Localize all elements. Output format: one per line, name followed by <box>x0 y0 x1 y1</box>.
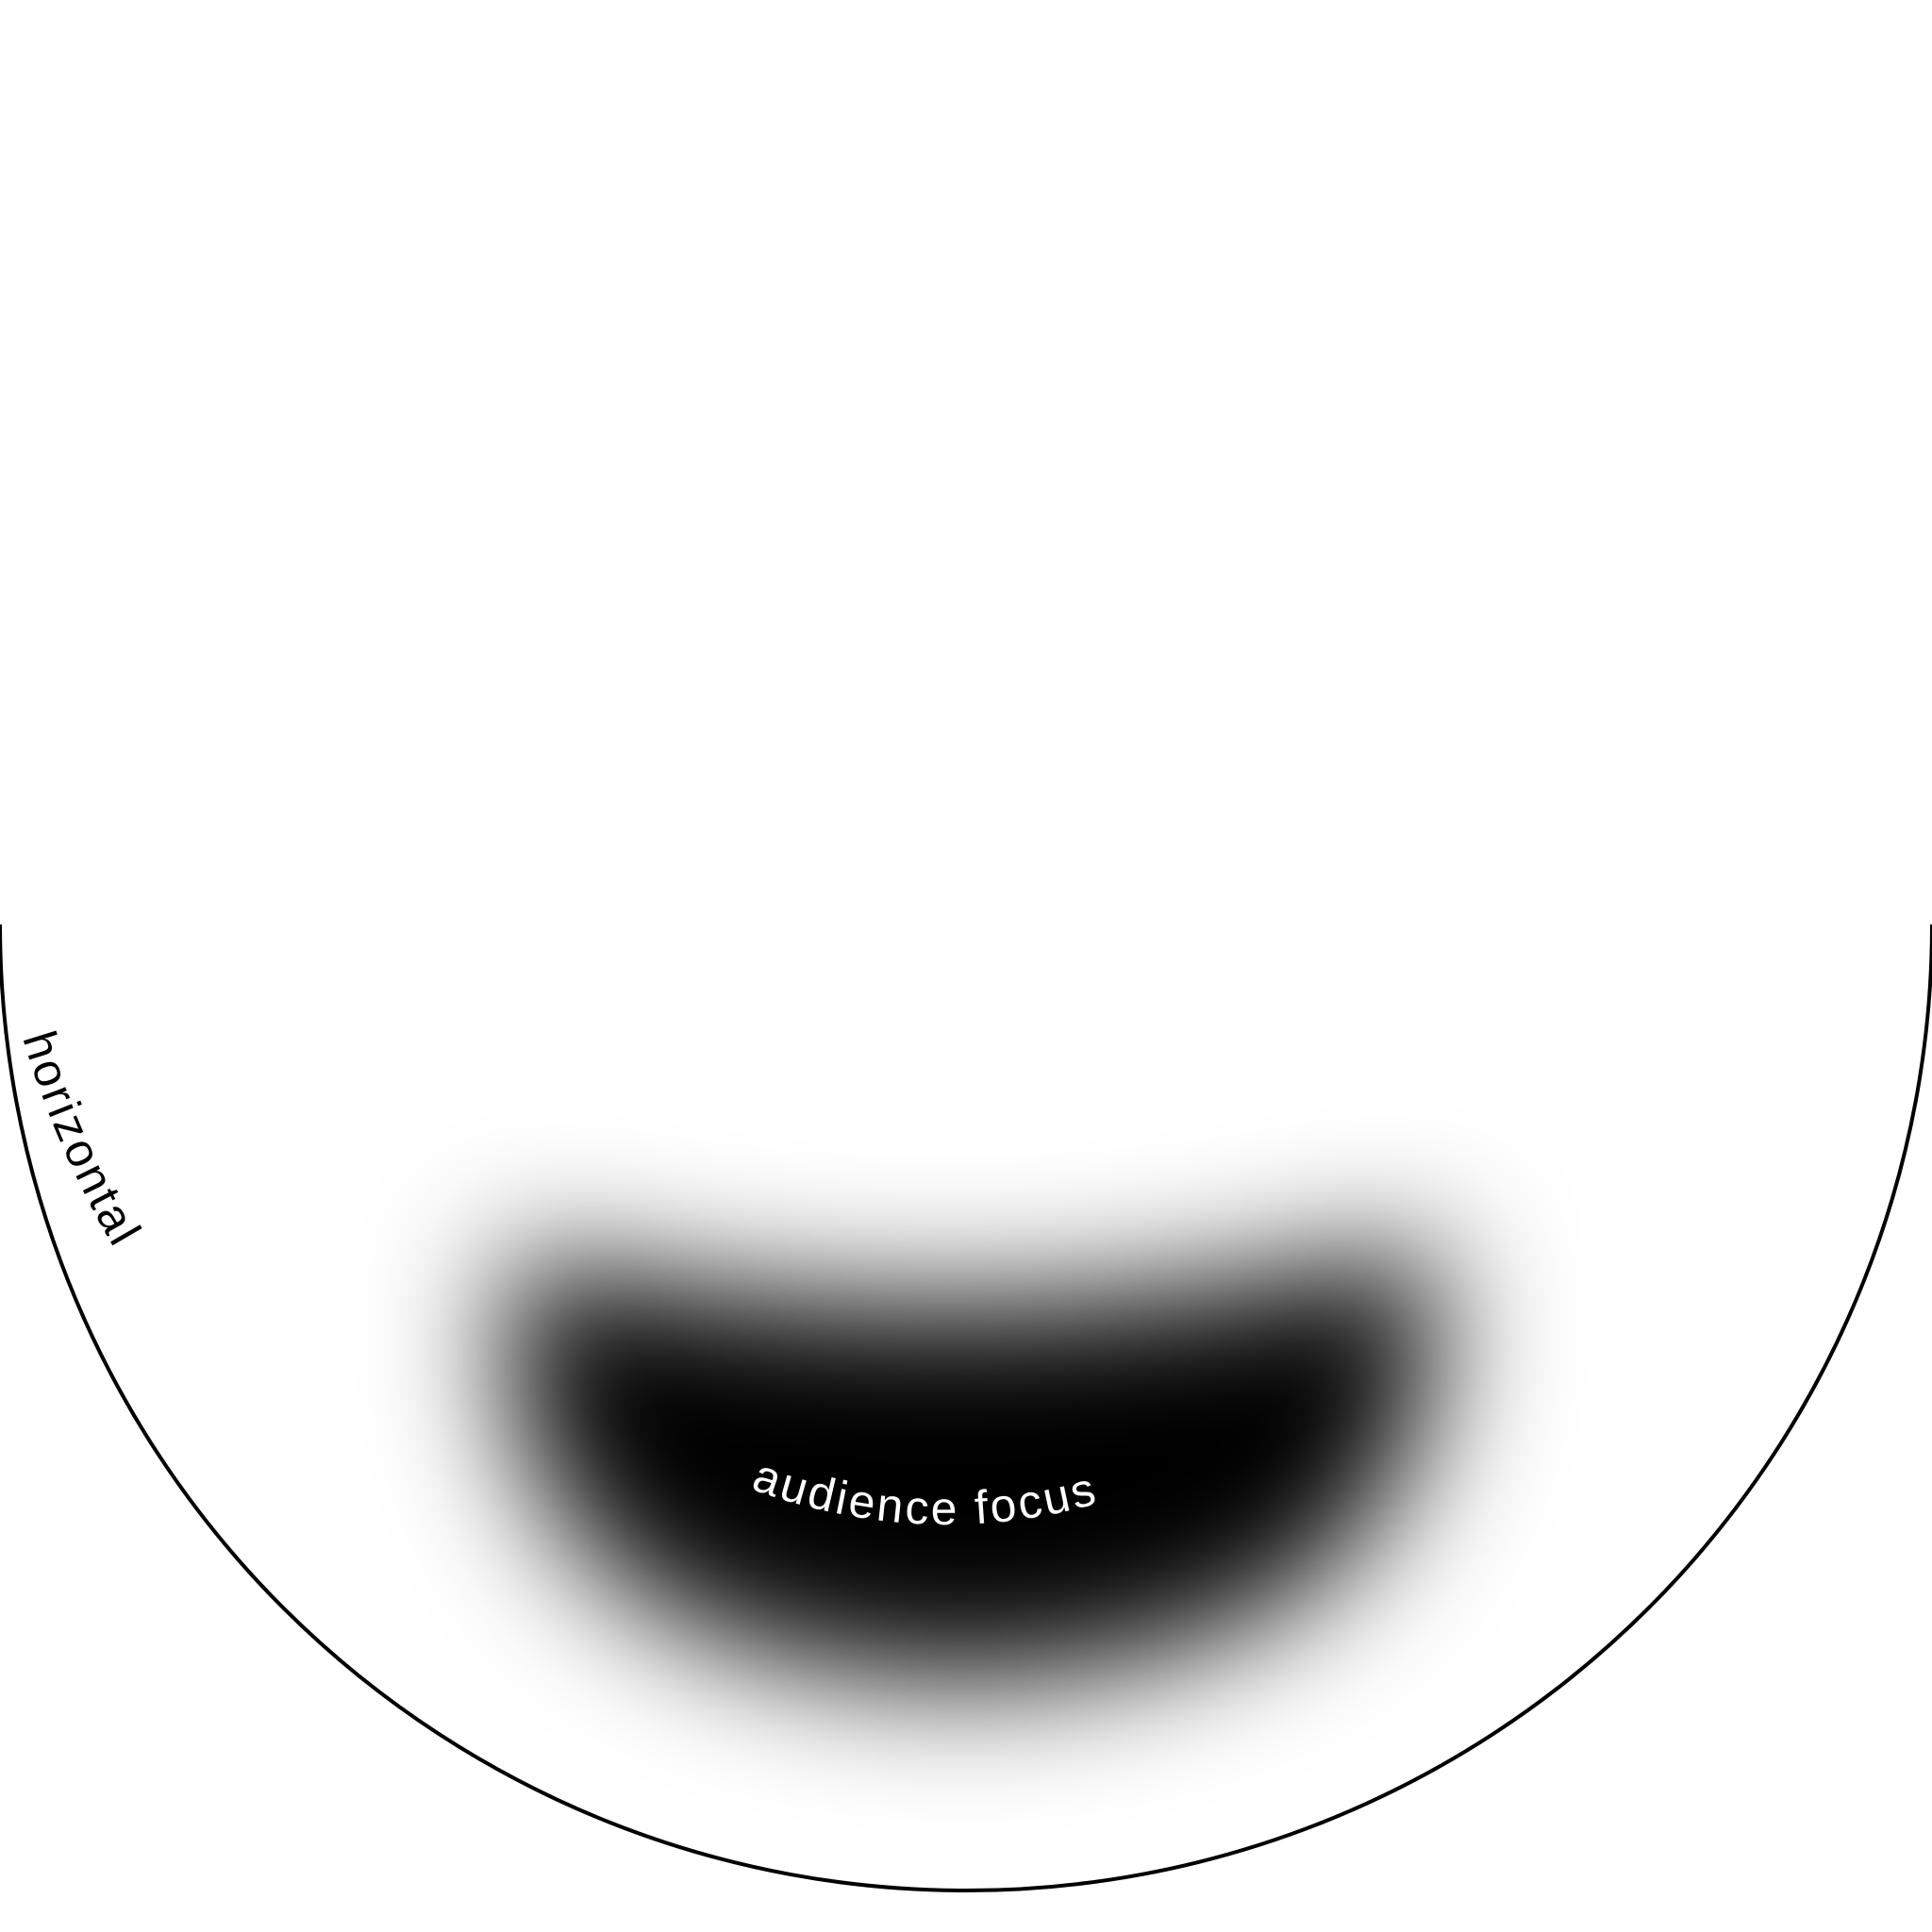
horizontal-label: horizontal <box>12 1025 152 1257</box>
dome-outline <box>0 924 1932 1892</box>
audience-focus-region <box>507 1245 1437 1679</box>
